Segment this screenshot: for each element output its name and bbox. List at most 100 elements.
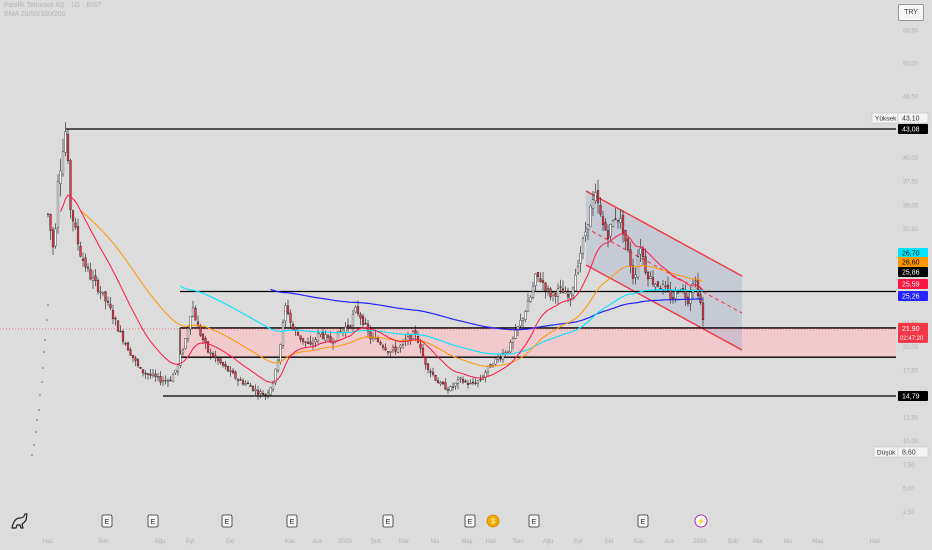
time-axis: Haz Tem Ağu Eyl Eki Kas Ara 2025 Şub Mar Nis May Haz… (43, 539, 881, 545)
candle-body (556, 288, 560, 297)
candle-body (426, 363, 430, 371)
low-value: 8,60 (902, 450, 916, 457)
candle-body (219, 358, 222, 363)
ema-20-line (60, 194, 704, 383)
y-tick-label: 7,50 (903, 463, 915, 469)
candle-body (666, 284, 670, 291)
y-tick-label: 27,50 (903, 274, 919, 280)
candle-body (351, 313, 355, 326)
earnings-icon[interactable] (637, 514, 649, 528)
earnings-icon[interactable] (382, 514, 394, 528)
candle-body (291, 323, 295, 330)
candle-body (119, 330, 122, 333)
ema-100-line (180, 285, 704, 355)
channel-lower-line (585, 264, 743, 351)
dividend-icon[interactable] (486, 514, 500, 528)
candle-body (639, 248, 642, 255)
candle-body (384, 347, 387, 351)
early-dot (39, 394, 41, 396)
candle-body (314, 339, 317, 343)
candle-body (121, 331, 125, 342)
candle-body (166, 380, 170, 382)
candle-body (674, 291, 677, 299)
earnings-icon[interactable] (101, 514, 113, 528)
candle-body (646, 272, 650, 280)
candle-body (276, 359, 280, 371)
earnings-icon[interactable] (464, 514, 476, 528)
candle-body (359, 314, 362, 319)
candle-body (186, 328, 190, 339)
early-dot (41, 381, 43, 383)
y-tick-label: 2,50 (903, 510, 915, 516)
currency-button[interactable]: TRY (898, 4, 924, 21)
candle-body (56, 181, 60, 228)
candle-body (164, 379, 167, 382)
candle-body (631, 265, 635, 279)
candle-body (629, 249, 632, 267)
earnings-icon[interactable] (147, 514, 159, 528)
earnings-icon-letter: E (641, 519, 646, 526)
candle-body (696, 279, 700, 297)
candle-body (344, 326, 347, 333)
candle-body (449, 386, 452, 391)
candle-body (529, 297, 532, 302)
earnings-icon[interactable] (286, 514, 298, 528)
x-tick-label: Eyl (574, 539, 582, 545)
y-tick-label: 17,50 (903, 368, 919, 374)
candle-body (346, 324, 350, 327)
candle-body (214, 355, 217, 359)
candle-body (509, 342, 512, 353)
candle-body (561, 288, 565, 294)
earnings-icon[interactable] (221, 514, 233, 528)
level-badge (898, 124, 928, 134)
candle-body (331, 342, 335, 345)
earnings-icon[interactable] (528, 514, 540, 528)
split-icon[interactable] (694, 514, 708, 528)
candle-body (199, 325, 202, 336)
candle-body (269, 387, 272, 395)
candle-body (321, 332, 325, 339)
candle-body (99, 291, 102, 294)
candle-body (454, 382, 457, 387)
candle-body (134, 357, 137, 361)
candle-body (571, 287, 575, 296)
candle-body (201, 334, 205, 341)
candle-body (309, 341, 312, 345)
x-tick-label: 2026 (693, 539, 707, 545)
candle-body (91, 277, 95, 281)
candle-body (96, 280, 100, 292)
candle-body (231, 370, 235, 374)
candle-body (304, 341, 307, 343)
high-value: 43,10 (902, 116, 920, 123)
candles (46, 122, 705, 401)
candle-body (89, 269, 92, 280)
candle-body (206, 341, 210, 353)
candle-body (461, 379, 465, 383)
candle-body (419, 343, 422, 349)
candle-body (669, 289, 672, 300)
candle-body (424, 356, 427, 365)
early-dot (31, 454, 33, 456)
x-tick-label: Şub (371, 539, 382, 545)
candle-body (651, 277, 655, 285)
candle-body (74, 222, 77, 228)
candle-body (581, 238, 585, 254)
x-tick-label: Nis (431, 539, 440, 545)
indicator-legend[interactable]: EMA 20/50/100/200 (4, 11, 66, 18)
candle-body (641, 248, 645, 257)
ema-price-label: 25,86 (902, 270, 920, 277)
candle-body (606, 230, 610, 239)
candle-body (496, 357, 500, 360)
candle-body (64, 131, 67, 153)
candle-body (506, 350, 510, 353)
candle-body (266, 392, 270, 396)
ema-price-badge (898, 257, 928, 267)
candle-body (281, 322, 285, 346)
candle-body (664, 285, 667, 288)
candle-body (81, 258, 85, 261)
candle-body (239, 379, 242, 381)
candle-body (399, 345, 402, 348)
y-tick-label: 10,00 (903, 439, 919, 445)
candle-body (501, 352, 505, 360)
